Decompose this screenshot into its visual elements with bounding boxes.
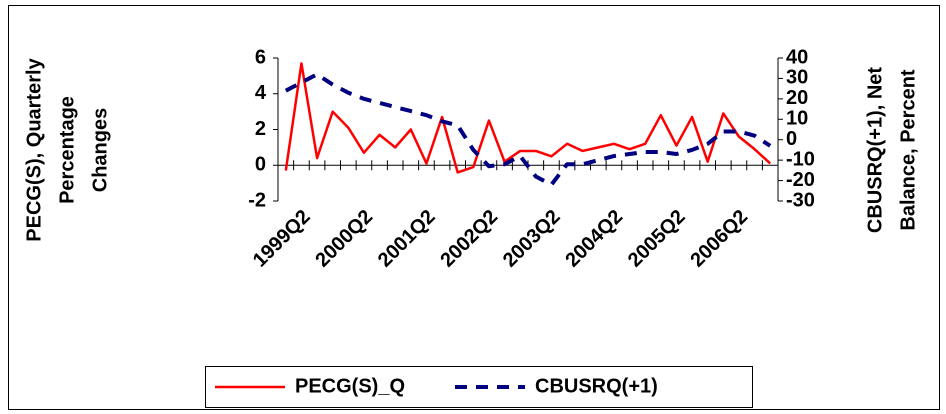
y-axis-title: Percentage — [56, 96, 78, 204]
y2-tick-label: -10 — [786, 148, 815, 170]
y2-tick-label: 30 — [786, 67, 808, 89]
y-tick-label: -2 — [248, 189, 266, 211]
y2-tick-label: 0 — [786, 128, 797, 150]
series-line — [284, 62, 772, 174]
y-tick-label: 0 — [255, 154, 266, 176]
y-tick-label: 4 — [255, 82, 267, 104]
y-axis-title: Changes — [89, 108, 111, 192]
y2-tick-label: 10 — [786, 108, 808, 130]
y-tick-label: 2 — [255, 118, 266, 140]
y2-axis-title: Balance, Percent — [897, 69, 919, 231]
chart-border — [8, 5, 940, 410]
series-line — [284, 72, 772, 187]
legend-label: PECG(S)_Q — [295, 375, 405, 397]
y2-tick-label: -30 — [786, 189, 815, 211]
y2-tick-label: 20 — [786, 87, 808, 109]
y2-tick-label: 40 — [786, 46, 808, 68]
y2-tick-label: -20 — [786, 169, 815, 191]
y-tick-label: 6 — [255, 46, 266, 68]
y-axis-title: PECG(S), Quarterly — [23, 57, 45, 241]
y2-axis-title: CBUSRQ(+1), Net — [864, 67, 886, 233]
legend-label: CBUSRQ(+1) — [535, 375, 658, 397]
